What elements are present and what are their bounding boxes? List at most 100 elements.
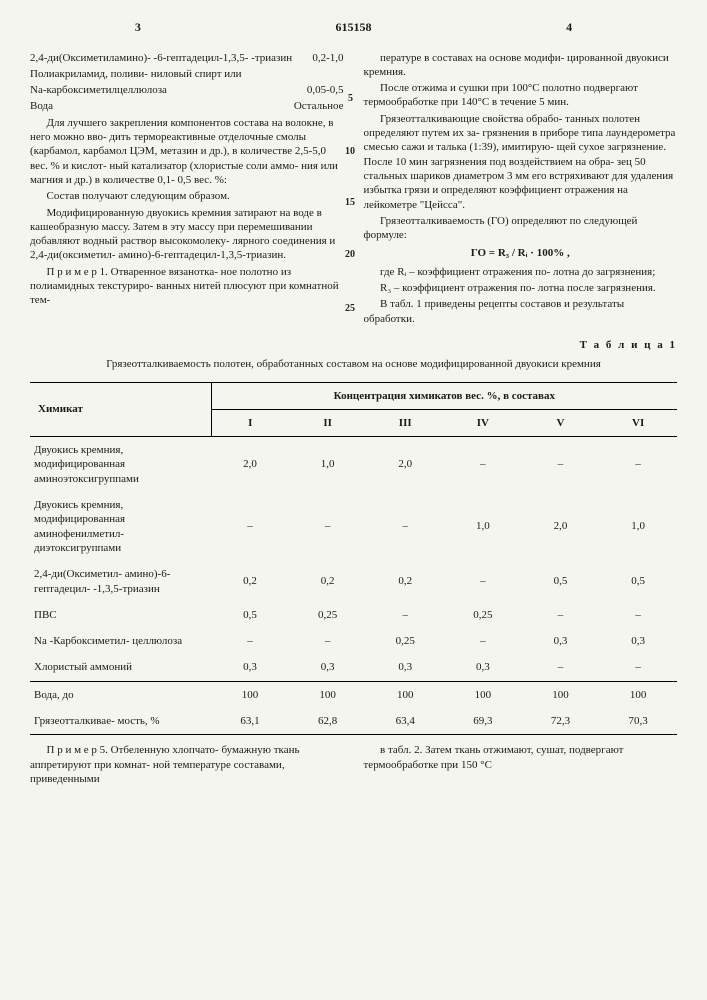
paragraph: Для лучшего закрепления компонентов сост… xyxy=(30,116,344,187)
cell: 63,1 xyxy=(211,708,289,735)
row-label: Двуокись кремния, модифицированная амино… xyxy=(30,437,211,492)
spec-label: Na-карбоксиметилцеллюлоза xyxy=(30,83,307,97)
where-line: где Rᵢ – коэффициент отражения по- лотна… xyxy=(364,265,678,279)
composition-specs: 2,4-ди(Оксиметиламино)- -6-гептадецил-1,… xyxy=(30,51,344,114)
table-row: ПВС0,50,25–0,25–– xyxy=(30,602,677,628)
row-label: Грязеотталкивае- мость, % xyxy=(30,708,211,735)
formula: ГО = R₃ / Rᵢ · 100% , xyxy=(364,246,678,260)
footer-columns: П р и м е р 5. Отбеленную хлопчато- бума… xyxy=(30,743,677,788)
row-label: 2,4-ди(Оксиметил- амино)-6-гептадецил- -… xyxy=(30,561,211,602)
table-row: Грязеотталкивае- мость, %63,162,863,469,… xyxy=(30,708,677,735)
cell: 0,2 xyxy=(289,561,367,602)
table-row: Вода, до100100100100100100 xyxy=(30,681,677,708)
where-line: В табл. 1 приведены рецепты составов и р… xyxy=(364,297,678,326)
cell: 69,3 xyxy=(444,708,522,735)
cell: – xyxy=(366,602,444,628)
spec-value: Остальное xyxy=(294,99,344,113)
cell: 0,3 xyxy=(522,628,600,654)
body-columns: 2,4-ди(Оксиметиламино)- -6-гептадецил-1,… xyxy=(30,51,677,328)
cell: – xyxy=(289,492,367,561)
cell: 0,5 xyxy=(211,602,289,628)
left-paragraphs: Для лучшего закрепления компонентов сост… xyxy=(30,116,344,308)
cell: 0,25 xyxy=(366,628,444,654)
table-row: Na -Карбоксиметил- целлюлоза––0,25–0,30,… xyxy=(30,628,677,654)
cell: 100 xyxy=(211,681,289,708)
spec-row: ВодаОстальное xyxy=(30,99,344,113)
cell: 2,0 xyxy=(522,492,600,561)
composition-table: Химикат Концентрация химикатов вес. %, в… xyxy=(30,382,677,736)
table-label: Т а б л и ц а 1 xyxy=(30,338,677,352)
cell: 0,3 xyxy=(211,654,289,681)
col-header: V xyxy=(522,409,600,436)
cell: 1,0 xyxy=(599,492,677,561)
cell: – xyxy=(289,628,367,654)
where-line: R₃ – коэффициент отражения по- лотна пос… xyxy=(364,281,678,295)
paragraph: Модифицированную двуокись кремния затира… xyxy=(30,206,344,263)
spec-label: Вода xyxy=(30,99,294,113)
cell: – xyxy=(211,628,289,654)
cell: – xyxy=(522,654,600,681)
cell: 0,2 xyxy=(366,561,444,602)
col-header: VI xyxy=(599,409,677,436)
spec-row: 2,4-ди(Оксиметиламино)- -6-гептадецил-1,… xyxy=(30,51,344,65)
cell: – xyxy=(599,437,677,492)
line-num-20: 20 xyxy=(345,248,355,261)
row-label: Na -Карбоксиметил- целлюлоза xyxy=(30,628,211,654)
cell: 2,0 xyxy=(211,437,289,492)
cell: 72,3 xyxy=(522,708,600,735)
spec-label: Полиакриламид, поливи- ниловый спирт или xyxy=(30,67,344,81)
formula-where: где Rᵢ – коэффициент отражения по- лотна… xyxy=(364,265,678,326)
paragraph: П р и м е р 1. Отваренное вязанотка- ное… xyxy=(30,265,344,308)
cell: 0,5 xyxy=(522,561,600,602)
spec-value: 0,05-0,5 xyxy=(307,83,344,97)
cell: 0,5 xyxy=(599,561,677,602)
cell: 0,3 xyxy=(289,654,367,681)
table-caption: Грязеотталкиваемость полотен, обработанн… xyxy=(30,357,677,371)
spec-row: Na-карбоксиметилцеллюлоза0,05-0,5 xyxy=(30,83,344,97)
paragraph: Грязеотталкиваемость (ГО) определяют по … xyxy=(364,214,678,243)
row-label: Вода, до xyxy=(30,681,211,708)
cell: 2,0 xyxy=(366,437,444,492)
cell: 0,25 xyxy=(444,602,522,628)
cell: – xyxy=(444,561,522,602)
row-label: Хлористый аммоний xyxy=(30,654,211,681)
paragraph: пературе в составах на основе модифи- ци… xyxy=(364,51,678,80)
cell: – xyxy=(366,492,444,561)
page-left-num: 3 xyxy=(30,20,246,36)
row-label: Двуокись кремния, модифицированная амино… xyxy=(30,492,211,561)
cell: – xyxy=(599,654,677,681)
cell: 0,3 xyxy=(444,654,522,681)
cell: 100 xyxy=(444,681,522,708)
cell: – xyxy=(444,628,522,654)
cell: 0,25 xyxy=(289,602,367,628)
cell: – xyxy=(444,437,522,492)
patent-page: 3 615158 4 2,4-ди(Оксиметиламино)- -6-ге… xyxy=(30,20,677,788)
col-header: I xyxy=(211,409,289,436)
cell: – xyxy=(211,492,289,561)
cell: 62,8 xyxy=(289,708,367,735)
cell: 70,3 xyxy=(599,708,677,735)
cell: 100 xyxy=(366,681,444,708)
spec-label: 2,4-ди(Оксиметиламино)- -6-гептадецил-1,… xyxy=(30,51,312,65)
line-num-15: 15 xyxy=(345,196,355,209)
page-header: 3 615158 4 xyxy=(30,20,677,36)
table-row: Двуокись кремния, модифицированная амино… xyxy=(30,492,677,561)
page-right-num: 4 xyxy=(461,20,677,36)
patent-number: 615158 xyxy=(246,20,462,36)
cell: – xyxy=(522,437,600,492)
cell: 0,3 xyxy=(599,628,677,654)
table-row: 2,4-ди(Оксиметил- амино)-6-гептадецил- -… xyxy=(30,561,677,602)
footer-left: П р и м е р 5. Отбеленную хлопчато- бума… xyxy=(30,743,344,786)
line-num-5: 5 xyxy=(348,92,353,105)
cell: 100 xyxy=(289,681,367,708)
row-label: ПВС xyxy=(30,602,211,628)
cell: 1,0 xyxy=(289,437,367,492)
left-column: 2,4-ди(Оксиметиламино)- -6-гептадецил-1,… xyxy=(30,51,344,328)
cell: 100 xyxy=(599,681,677,708)
table-row: Хлористый аммоний0,30,30,30,3–– xyxy=(30,654,677,681)
spec-row: Полиакриламид, поливи- ниловый спирт или xyxy=(30,67,344,81)
right-column: пературе в составах на основе модифи- ци… xyxy=(364,51,678,328)
cell: 100 xyxy=(522,681,600,708)
cell: 0,2 xyxy=(211,561,289,602)
col-header: III xyxy=(366,409,444,436)
